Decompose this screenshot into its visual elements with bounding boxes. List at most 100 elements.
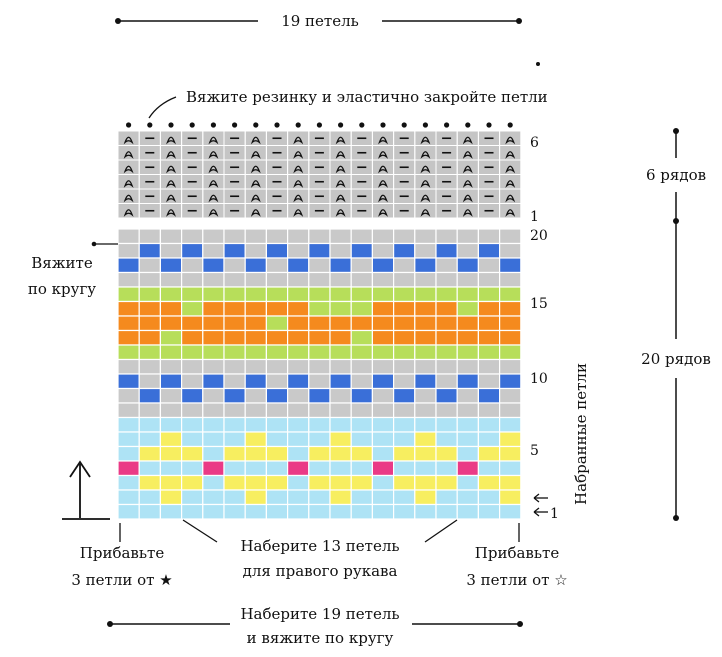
twisted-knit-stitch-icon	[378, 209, 388, 217]
chart-cell	[117, 474, 140, 491]
twisted-knit-stitch-icon	[378, 165, 388, 174]
chart-cell	[181, 271, 204, 288]
chart-cell	[159, 402, 183, 419]
row-number-1: 1	[550, 506, 559, 522]
chart-cell	[350, 373, 374, 390]
chart-cell	[308, 315, 331, 332]
chart-cell	[371, 460, 395, 477]
chart-cell	[287, 242, 310, 259]
twisted-knit-stitch-icon	[208, 151, 219, 159]
cast-on-pointer-left	[182, 519, 218, 543]
chart-cell	[414, 242, 437, 259]
chart-cell	[477, 344, 501, 361]
chart-cell	[435, 271, 458, 288]
chart-cell	[202, 344, 225, 361]
twisted-knit-stitch-icon	[420, 136, 431, 145]
chart-cell	[244, 271, 267, 288]
chart-cell	[159, 474, 183, 491]
chart-cell	[308, 503, 331, 520]
chart-cell	[202, 387, 225, 404]
chart-cell	[435, 329, 458, 346]
chart-cell	[265, 489, 289, 506]
chart-cell	[477, 445, 501, 462]
bind-off-dot	[380, 122, 386, 128]
chart-cell	[456, 344, 480, 361]
chart-cell	[371, 358, 395, 375]
chart-cell	[371, 474, 395, 491]
chart-cell	[350, 416, 374, 433]
chart-cell	[414, 344, 437, 361]
twisted-knit-stitch-icon	[166, 194, 176, 203]
chart-cell	[456, 286, 480, 303]
chart-cell	[159, 358, 183, 375]
picked-up-stitches-label: Набранные петли	[572, 363, 590, 505]
chart-cell	[117, 387, 140, 404]
chart-cell	[159, 344, 183, 361]
chart-cell	[287, 358, 310, 375]
bind-off-pointer	[148, 96, 177, 119]
chart-cell	[244, 387, 267, 404]
chart-cell	[202, 402, 225, 419]
bind-off-dot	[422, 122, 428, 128]
chart-cell	[287, 503, 310, 520]
twisted-knit-stitch-icon	[420, 180, 431, 188]
chart-cell	[371, 228, 395, 245]
chart-cell	[265, 431, 289, 448]
chart-cell	[371, 300, 395, 317]
chart-cell	[265, 315, 289, 332]
twisted-knit-stitch-icon	[505, 151, 516, 159]
twisted-knit-stitch-icon	[123, 151, 134, 159]
chart-cell	[456, 271, 480, 288]
chart-cell	[456, 489, 480, 506]
chart-cell	[414, 286, 437, 303]
chart-cell	[244, 344, 267, 361]
chart-cell	[138, 228, 161, 245]
chart-cell	[435, 489, 458, 506]
chart-cell	[414, 300, 437, 317]
chart-cell	[477, 242, 501, 259]
rib-rows-label: 6 рядов	[646, 166, 706, 184]
chart-cell	[393, 416, 416, 433]
chart-cell	[456, 402, 480, 419]
chart-cell	[244, 257, 267, 274]
chart-cell	[265, 373, 289, 390]
twisted-knit-stitch-icon	[208, 136, 219, 145]
chart-cell	[435, 460, 458, 477]
chart-cell	[308, 489, 331, 506]
row-number-5: 5	[530, 443, 539, 459]
chart-cell	[477, 228, 501, 245]
chart-cell	[287, 474, 310, 491]
chart-cell	[329, 300, 352, 317]
chart-cell	[456, 329, 480, 346]
chart-cell	[138, 242, 161, 259]
chart-cell	[287, 300, 310, 317]
chart-cell	[244, 228, 267, 245]
colorwork-grid	[117, 228, 522, 520]
chart-cell	[308, 416, 331, 433]
chart-cell	[117, 271, 140, 288]
chart-cell	[244, 300, 267, 317]
chart-cell	[181, 242, 204, 259]
chart-cell	[159, 329, 183, 346]
chart-cell	[223, 474, 246, 491]
chart-cell	[435, 373, 458, 390]
chart-cell	[499, 474, 522, 491]
chart-cell	[393, 489, 416, 506]
chart-cell	[181, 503, 204, 520]
chart-cell	[202, 228, 225, 245]
chart-cell	[477, 431, 501, 448]
chart-cell	[329, 474, 352, 491]
chart-cell	[414, 257, 437, 274]
chart-cell	[117, 300, 140, 317]
chart-cell	[265, 271, 289, 288]
chart-cell	[477, 489, 501, 506]
chart-cell	[223, 315, 246, 332]
twisted-knit-stitch-icon	[166, 180, 176, 188]
chart-cell	[159, 228, 183, 245]
chart-cell	[477, 402, 501, 419]
chart-cell	[138, 460, 161, 477]
chart-cell	[308, 344, 331, 361]
chart-cell	[223, 286, 246, 303]
chart-cell	[350, 358, 374, 375]
chart-cell	[350, 286, 374, 303]
